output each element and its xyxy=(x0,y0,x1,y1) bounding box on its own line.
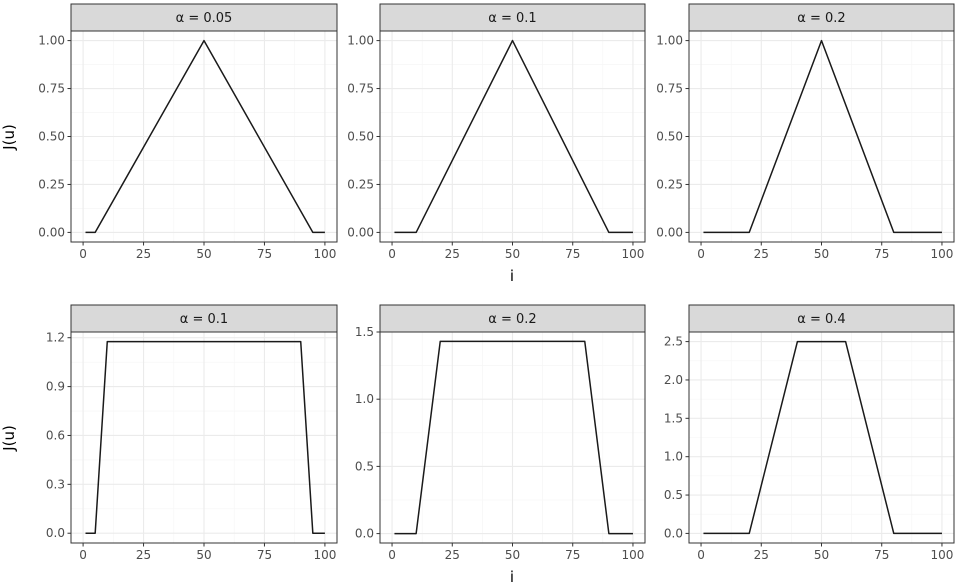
y-tick-label: 2.5 xyxy=(664,335,683,349)
series-line xyxy=(394,340,633,535)
strip-label: α = 0.1 xyxy=(180,312,228,327)
y-tick-label: 1.00 xyxy=(38,34,65,48)
y-tick-label: 1.5 xyxy=(664,411,683,425)
y-tick-label: 0.25 xyxy=(347,177,374,191)
x-tick-label: 75 xyxy=(874,548,889,562)
facet-panel-5: α = 0.2 0 25 50 75 100 0.0 0.5 1.0 1.5 xyxy=(355,304,646,562)
y-tick-label: 0.00 xyxy=(38,225,65,239)
y-tick-label: 0.3 xyxy=(46,477,65,491)
x-tick-label: 100 xyxy=(622,548,645,562)
strip-background xyxy=(688,3,955,32)
strip-label: α = 0.05 xyxy=(176,11,233,26)
x-tick-label: 25 xyxy=(445,548,460,562)
strip-label: α = 0.2 xyxy=(488,312,536,327)
x-tick-label: 0 xyxy=(697,247,705,261)
x-tick-label: 25 xyxy=(136,247,151,261)
y-tick-label: 1.2 xyxy=(46,331,65,345)
y-tick-label: 0.00 xyxy=(347,225,374,239)
y-tick-label: 0.5 xyxy=(355,459,374,473)
facet-panel-6: α = 0.4 0 25 50 75 100 0.0 0.5 1.0 1.5 2.0 2.5 xyxy=(664,304,955,562)
strip-background xyxy=(70,3,338,32)
x-tick-label: 75 xyxy=(874,247,889,261)
y-tick-label: 0.0 xyxy=(355,527,374,541)
ylabel-bottom-row: J(u) xyxy=(0,425,18,452)
x-tick-label: 75 xyxy=(257,548,272,562)
series-line xyxy=(703,39,942,234)
x-tick-label: 50 xyxy=(196,247,211,261)
x-tick-label: 50 xyxy=(814,247,829,261)
strip-background xyxy=(379,304,646,333)
x-tick-label: 75 xyxy=(257,247,272,261)
strip-label: α = 0.4 xyxy=(797,312,845,327)
x-tick-label: 100 xyxy=(622,247,645,261)
x-tick-label: 0 xyxy=(388,247,396,261)
x-tick-label: 100 xyxy=(313,247,336,261)
y-tick-label: 0.9 xyxy=(46,380,65,394)
x-tick-label: 75 xyxy=(565,247,580,261)
y-tick-label: 0.00 xyxy=(656,225,683,239)
y-tick-label: 0.50 xyxy=(38,130,65,144)
y-tick-label: 0.6 xyxy=(46,428,65,442)
y-tick-label: 1.00 xyxy=(347,34,374,48)
ylabel-top-row: J(u) xyxy=(0,124,18,151)
x-tick-label: 0 xyxy=(79,548,87,562)
y-tick-label: 0.75 xyxy=(347,82,374,96)
series-line xyxy=(85,340,325,534)
x-tick-label: 25 xyxy=(445,247,460,261)
x-tick-label: 50 xyxy=(814,548,829,562)
strip-background xyxy=(379,3,646,32)
x-tick-label: 50 xyxy=(196,548,211,562)
y-tick-label: 0.0 xyxy=(664,526,683,540)
series-line xyxy=(703,340,942,535)
y-tick-label: 0.25 xyxy=(656,177,683,191)
x-tick-label: 100 xyxy=(931,247,954,261)
x-tick-label: 0 xyxy=(79,247,87,261)
y-tick-label: 0.50 xyxy=(656,130,683,144)
series-line xyxy=(85,39,325,234)
strip-background xyxy=(70,304,338,333)
y-tick-label: 0.75 xyxy=(38,82,65,96)
y-tick-label: 1.0 xyxy=(664,450,683,464)
series-line xyxy=(394,39,633,234)
x-tick-label: 0 xyxy=(697,548,705,562)
y-tick-label: 1.00 xyxy=(656,34,683,48)
facet-panel-2: α = 0.1 0 25 50 75 100 0.00 0.25 0.50 0.75 1.00 xyxy=(347,3,646,261)
y-tick-label: 0.75 xyxy=(656,82,683,96)
x-tick-label: 50 xyxy=(505,247,520,261)
facet-panel-4: α = 0.1 0 25 50 75 100 0.0 0.3 0.6 0.9 1.2 xyxy=(46,304,338,562)
x-tick-label: 25 xyxy=(136,548,151,562)
x-tick-label: 100 xyxy=(931,548,954,562)
x-tick-label: 25 xyxy=(754,247,769,261)
strip-background xyxy=(688,304,955,333)
y-tick-label: 1.5 xyxy=(355,325,374,339)
y-tick-label: 0.25 xyxy=(38,177,65,191)
y-tick-label: 0.5 xyxy=(664,488,683,502)
x-tick-label: 50 xyxy=(505,548,520,562)
facet-panel-1: α = 0.05 0 25 50 75 100 0.00 0.25 0.50 0.75 1.00 xyxy=(38,3,338,261)
xlabel-top-row: i xyxy=(510,267,514,285)
x-tick-label: 100 xyxy=(313,548,336,562)
facet-panel-3: α = 0.2 0 25 50 75 100 0.00 0.25 0.50 0.75 1.00 xyxy=(656,3,955,261)
y-tick-label: 1.0 xyxy=(355,392,374,406)
y-tick-label: 0.0 xyxy=(46,526,65,540)
x-tick-label: 25 xyxy=(754,548,769,562)
x-tick-label: 75 xyxy=(565,548,580,562)
strip-label: α = 0.1 xyxy=(488,11,536,26)
strip-label: α = 0.2 xyxy=(797,11,845,26)
xlabel-bottom-row: i xyxy=(510,568,514,586)
x-tick-label: 0 xyxy=(388,548,396,562)
y-tick-label: 0.50 xyxy=(347,130,374,144)
y-tick-label: 2.0 xyxy=(664,373,683,387)
